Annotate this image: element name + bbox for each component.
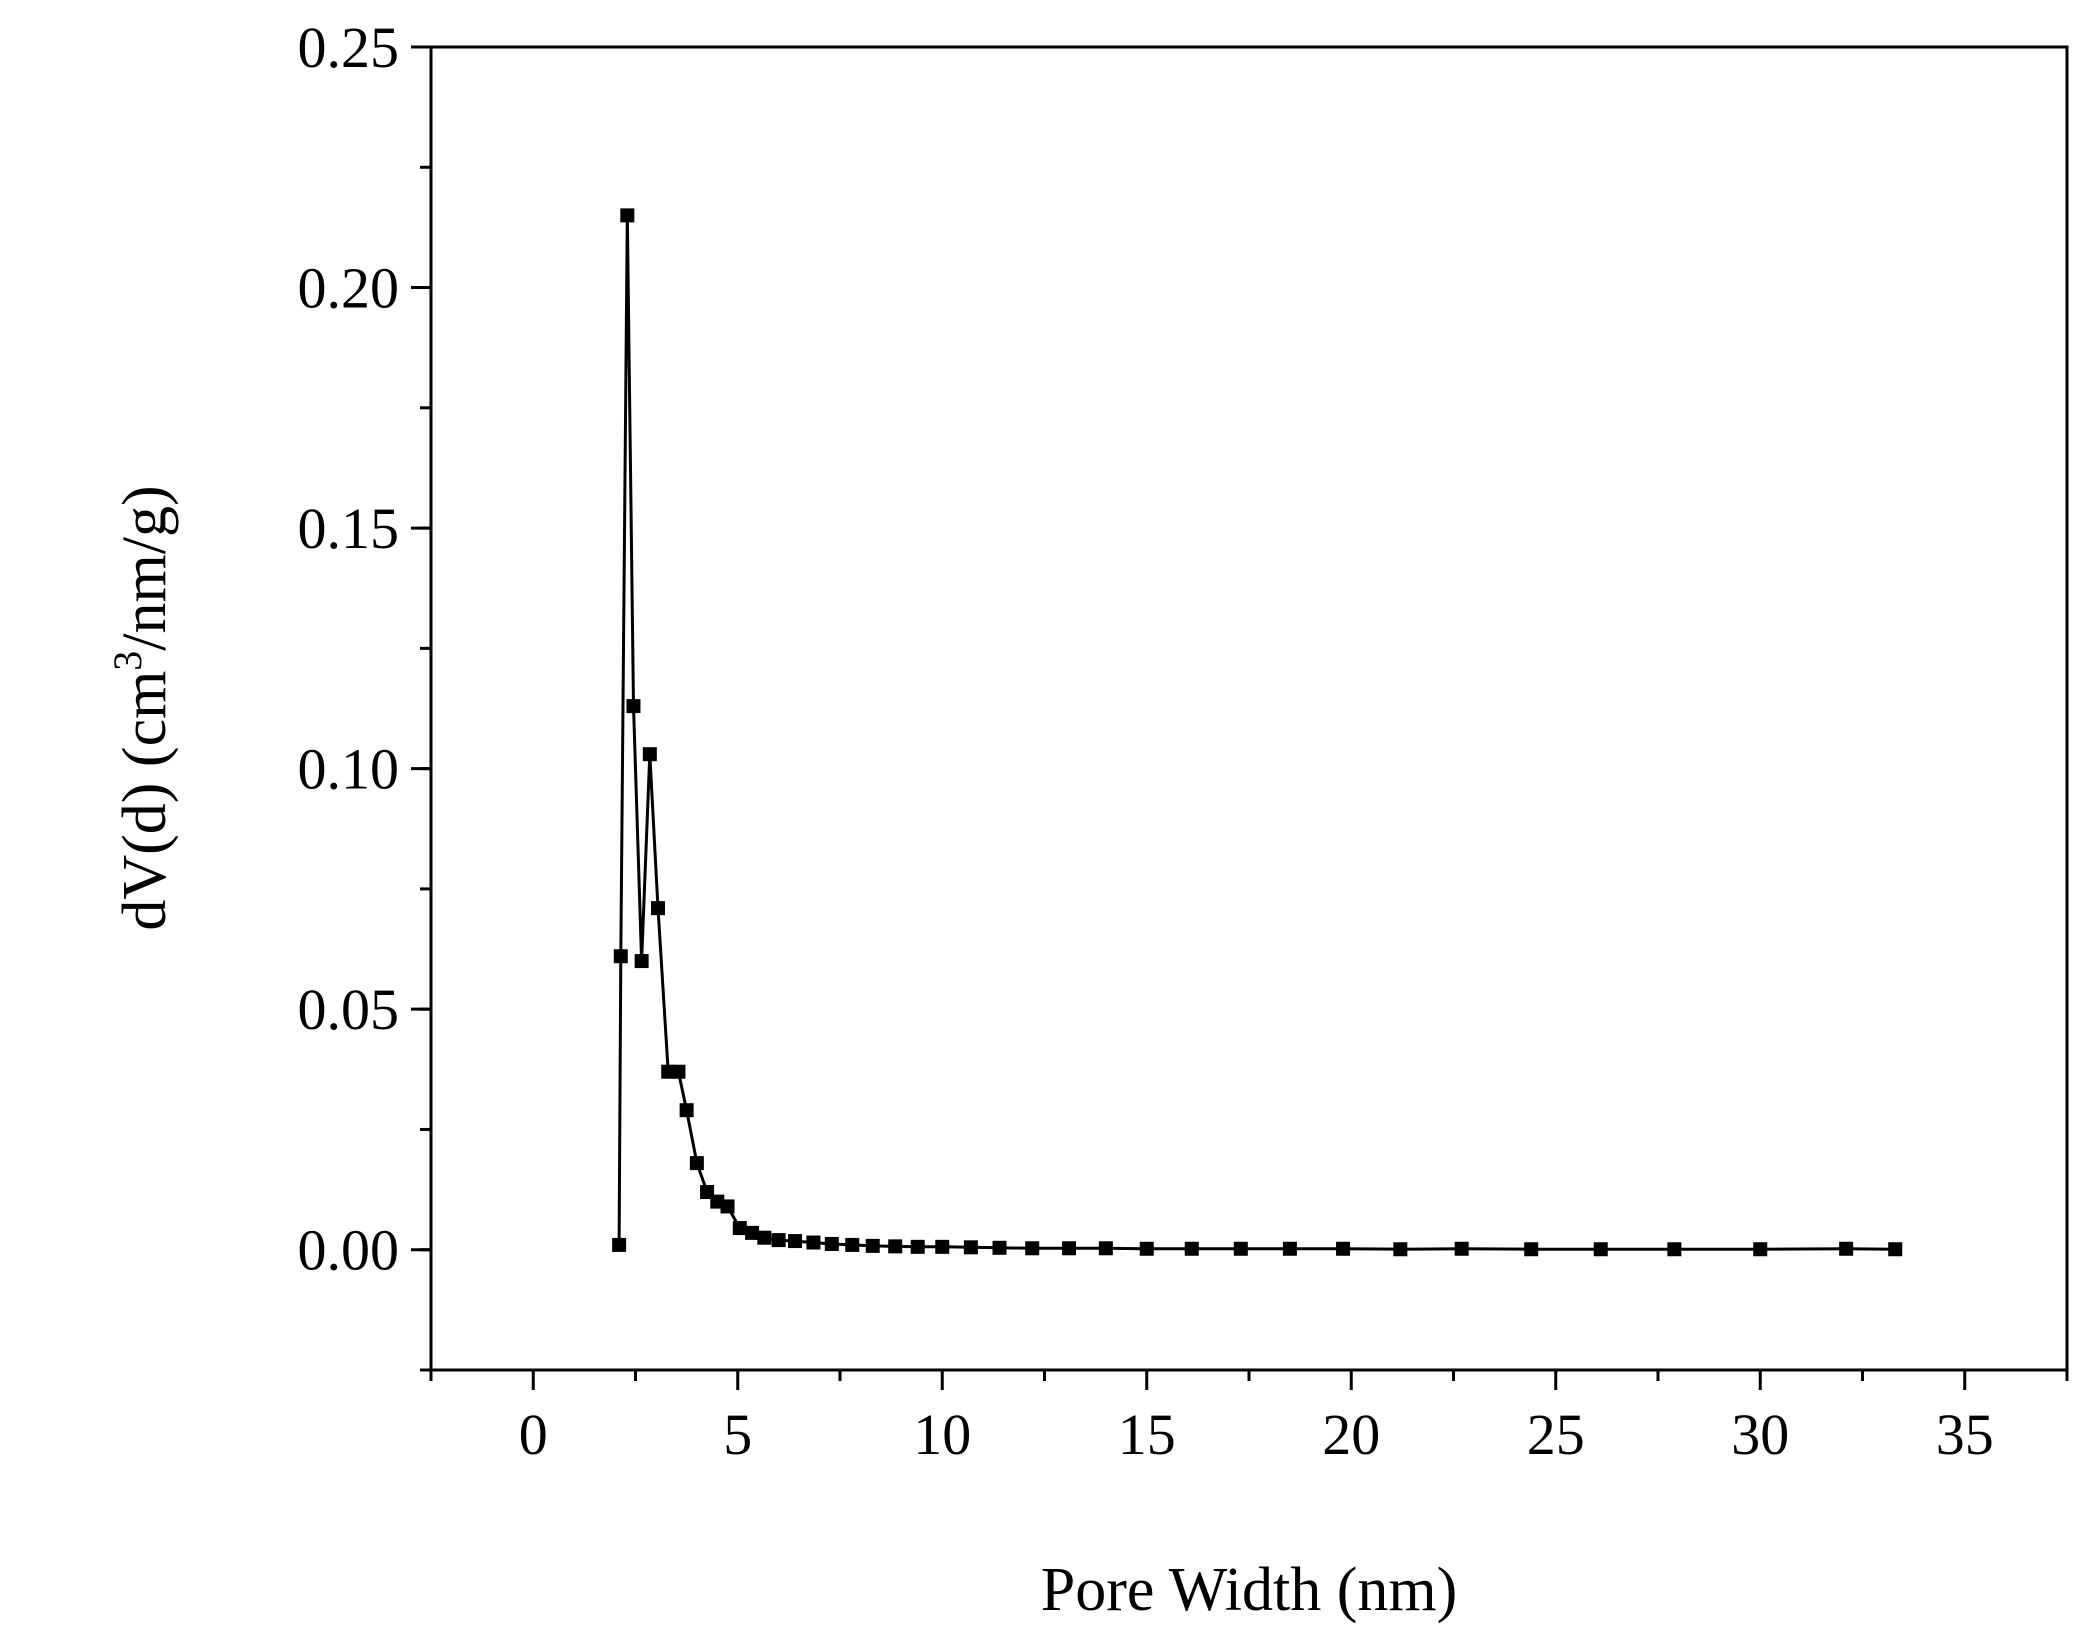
y-axis-ticks: 0.00 0.05 0.10 0.15 0.20 0.25 (298, 15, 431, 1372)
data-point-marker (865, 1238, 880, 1253)
data-point-marker (720, 1199, 735, 1214)
x-axis-label: Pore Width (nm) (1041, 1556, 1458, 1624)
data-point-marker (992, 1240, 1007, 1255)
data-point-marker (1753, 1242, 1768, 1257)
y-tick-label: 0.15 (298, 496, 400, 561)
y-axis-label-main: dV(d) (cm (111, 671, 179, 931)
data-point-marker (935, 1239, 950, 1254)
y-tick-label: 0.00 (298, 1218, 400, 1283)
data-point-marker (806, 1235, 821, 1250)
data-point-marker (1062, 1241, 1077, 1256)
data-point-marker (1524, 1242, 1539, 1257)
data-point-marker (1282, 1241, 1297, 1256)
data-point-marker (1184, 1241, 1199, 1256)
y-tick-label: 0.10 (298, 737, 400, 802)
data-point-marker (634, 954, 649, 969)
data-point-marker (771, 1233, 786, 1248)
x-tick-label: 10 (913, 1402, 971, 1467)
data-point-marker (650, 901, 665, 916)
data-point-marker (1233, 1241, 1248, 1256)
series-layer (612, 208, 1903, 1257)
data-point-marker (620, 208, 635, 223)
x-tick-label: 15 (1118, 1402, 1176, 1467)
data-point-marker (1667, 1242, 1682, 1257)
series-line (617, 213, 1896, 1251)
data-point-marker (824, 1236, 839, 1251)
data-point-marker (845, 1237, 860, 1252)
data-point-marker (689, 1156, 704, 1171)
x-tick-label: 20 (1322, 1402, 1380, 1467)
data-point-marker (1336, 1241, 1351, 1256)
data-point-marker (679, 1103, 694, 1118)
x-tick-label: 5 (723, 1402, 752, 1467)
data-point-marker (613, 949, 628, 964)
data-point-marker (1025, 1241, 1040, 1256)
data-point-marker (888, 1239, 903, 1254)
data-point-marker (1593, 1242, 1608, 1257)
data-point-marker (1839, 1241, 1854, 1256)
data-point-marker (732, 1221, 747, 1236)
plot-frame (429, 45, 2069, 1372)
data-point-marker (745, 1225, 760, 1240)
data-point-marker (963, 1240, 978, 1255)
data-point-marker (788, 1234, 803, 1249)
y-tick-label: 0.05 (298, 977, 400, 1042)
y-tick-label: 0.20 (298, 256, 400, 321)
data-point-marker (612, 1237, 627, 1252)
data-point-marker (1888, 1242, 1903, 1257)
x-tick-label: 0 (519, 1402, 548, 1467)
x-tick-label: 35 (1936, 1402, 1994, 1467)
y-axis-label-tail: /nm/g) (111, 485, 179, 650)
x-tick-label: 25 (1527, 1402, 1585, 1467)
data-point-marker (671, 1064, 686, 1079)
data-point-marker (757, 1230, 772, 1245)
x-tick-label: 30 (1731, 1402, 1789, 1467)
data-point-marker (1454, 1241, 1469, 1256)
x-axis-ticks: 0 5 10 15 20 25 30 35 (429, 1370, 2069, 1467)
y-axis-label-superscript: 3 (105, 651, 150, 671)
data-point-marker (1139, 1241, 1154, 1256)
y-tick-label: 0.25 (298, 15, 400, 80)
data-point-marker (1098, 1241, 1113, 1256)
data-point-marker (642, 747, 657, 762)
data-point-marker (1393, 1242, 1408, 1257)
data-point-marker (910, 1239, 925, 1254)
y-axis-label: dV(d) (cm3/nm/g) (105, 485, 179, 930)
data-point-marker (626, 699, 641, 714)
